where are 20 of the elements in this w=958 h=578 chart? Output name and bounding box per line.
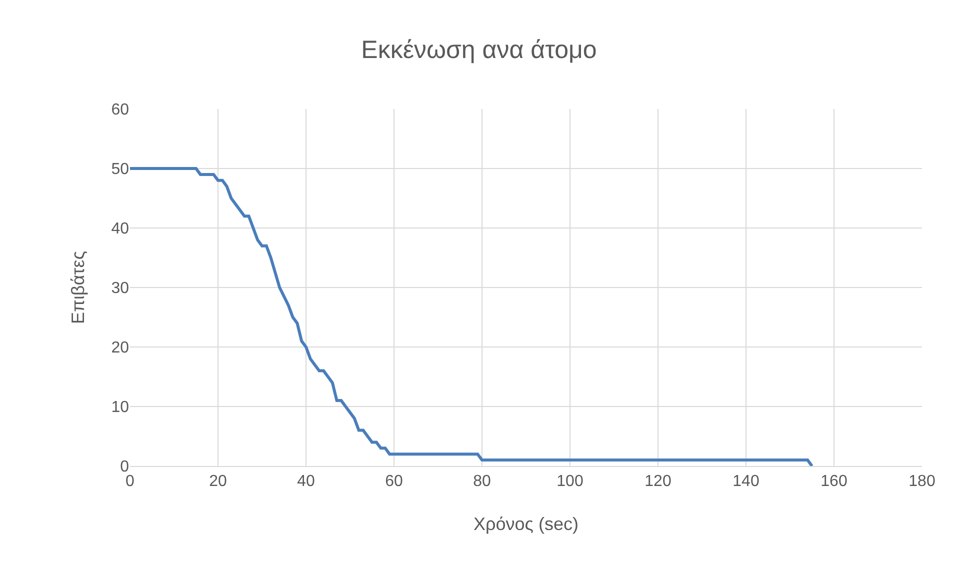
x-axis-title: Χρόνος (sec): [474, 514, 578, 534]
y-tick-label: 60: [111, 102, 130, 119]
x-tick-label: 140: [732, 473, 760, 490]
line-series: [130, 167, 814, 466]
y-tick-label: 0: [120, 458, 130, 476]
y-tick-label: 40: [111, 220, 130, 238]
x-tick-label: 160: [820, 473, 848, 490]
x-tick-label: 80: [473, 473, 491, 490]
chart-title: Εκκένωση ανα άτομο: [361, 36, 597, 64]
y-tick-label: 30: [111, 280, 130, 298]
x-tick-label: 60: [385, 473, 403, 490]
y-axis-title: Επιβάτες: [68, 250, 88, 324]
x-tick-label: 100: [556, 473, 584, 490]
y-tick-label: 20: [111, 340, 130, 357]
x-tick-label: 20: [209, 473, 227, 490]
x-tick-label: 40: [297, 473, 315, 490]
x-tick-label: 180: [908, 473, 936, 490]
y-tick-label: 50: [111, 161, 130, 178]
x-tick-label: 120: [644, 473, 672, 490]
y-tick-label: 10: [111, 399, 130, 416]
